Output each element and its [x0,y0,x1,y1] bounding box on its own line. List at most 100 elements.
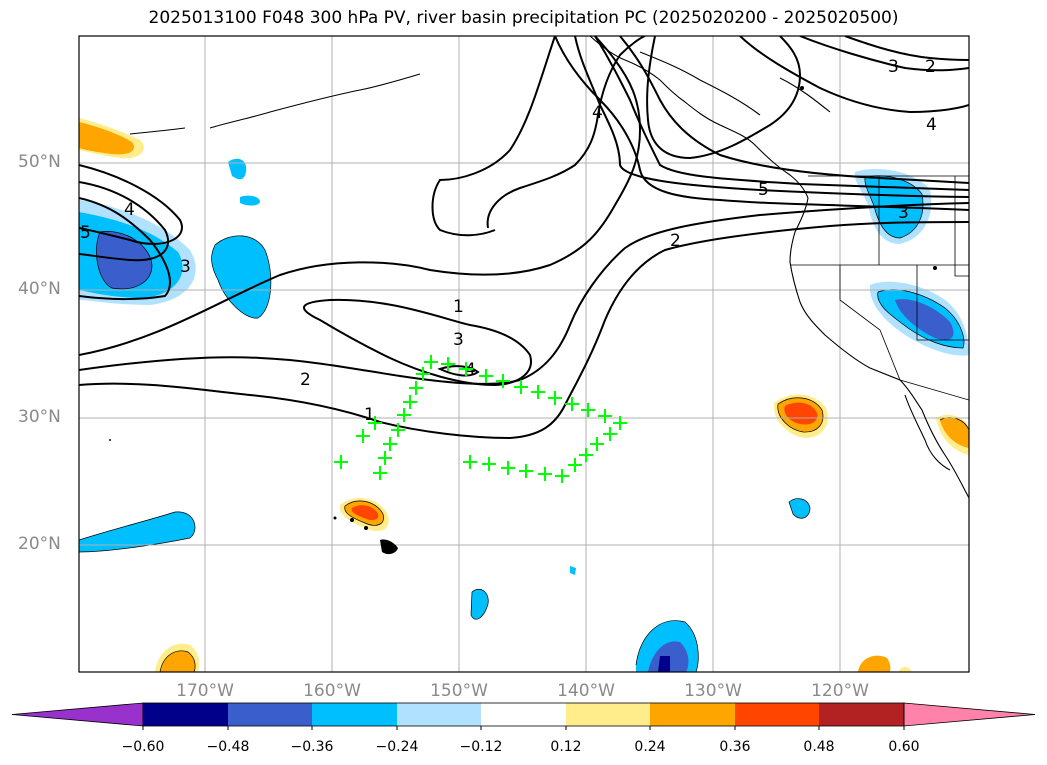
contour-label: 3 [453,330,464,350]
basin-plus-marker [391,423,405,437]
basin-plus-marker [548,391,562,405]
colorbar-swatch [650,703,735,726]
basin-plus-marker [565,397,579,411]
basin-plus-marker [383,437,397,451]
precip-negative-patch [471,589,489,620]
colorbar-tick: 0.12 [550,739,582,755]
basin-plus-marker [603,427,617,441]
precip-negative-patch [79,511,195,552]
basin-plus-marker [514,380,528,394]
basin-plus-marker [356,429,370,443]
colorbar-tick: −0.24 [375,739,419,755]
basin-plus-marker [590,437,604,451]
precip-negative-patch [211,235,271,319]
gridlines [79,36,969,672]
precip-positive-patch [784,402,818,425]
colorbar-tick: 0.60 [888,739,920,755]
basin-plus-marker [416,367,430,381]
contour-label: 1 [453,297,464,317]
basin-plus-marker [519,464,533,478]
contour-label: 2 [670,231,681,251]
lon-label: 160°W [303,681,361,701]
precip-positive-patch [858,655,891,672]
colorbar-extend-low [11,702,144,727]
contour-label: 4 [124,200,135,220]
contour-label: 4 [592,103,603,123]
contour-labels: 4 3 5 1 3 4 2 1 4 5 2 3 2 4 3 [80,57,937,425]
precip-negative-patch [228,158,247,180]
lon-label: 140°W [557,681,615,701]
precip-negative-patch [658,656,670,672]
contour-label: 5 [758,180,769,200]
precip-positive-patch [79,122,134,155]
basin-plus-marker [568,458,582,472]
contour-label: 2 [925,57,936,77]
lon-label: 130°W [684,681,742,701]
contour-label: 2 [300,370,311,390]
colorbar-frame [142,702,905,727]
basin-plus-marker [334,455,348,469]
basin-plus-marker [531,385,545,399]
basin-plus-marker [555,469,569,483]
lat-label: 40°N [18,279,61,299]
basin-plus-marker [459,362,473,376]
contour-label: 3 [180,257,191,277]
basin-plus-marker [403,395,417,409]
colorbar-swatch [481,703,566,726]
colorbar-tick: −0.12 [459,739,503,755]
map-title: 2025013100 F048 300 hPa PV, river basin … [148,8,899,28]
colorbar-tick: −0.36 [290,739,334,755]
colorbar-tick: 0.36 [719,739,751,755]
basin-markers [334,355,627,483]
precip-positive-patch [898,666,912,672]
basin-plus-marker [441,357,455,371]
lon-label: 150°W [430,681,488,701]
precip-negative-patch [570,566,576,575]
lat-label: 30°N [18,407,61,427]
colorbar-extend-high [903,702,1036,727]
precip-positive-patch [160,650,196,672]
contour-label: 3 [888,57,899,77]
lat-label: 50°N [18,152,61,172]
contour-label: 4 [926,115,937,135]
precip-outlines [79,175,969,672]
colorbar-swatch [312,703,397,726]
colorbar-tick: 0.48 [803,739,835,755]
colorbar-swatch [397,703,481,726]
basin-plus-marker [424,355,438,369]
basin-plus-marker [368,416,382,430]
lon-label: 170°W [176,681,234,701]
basin-plus-marker [409,381,423,395]
precip-positive-patch [351,505,379,521]
basin-plus-marker [496,374,510,388]
colorbar-tick: −0.60 [121,739,165,755]
colorbar-swatch [819,703,904,726]
coastlines [129,36,969,499]
basin-plus-marker [463,455,477,469]
islands [109,86,937,555]
basin-plus-marker [373,466,387,480]
basin-plus-marker [501,461,515,475]
pv-contours [79,36,969,440]
basin-plus-marker [482,457,496,471]
precip-negative-patch [789,498,810,519]
colorbar-swatch [735,703,819,726]
basin-plus-marker [479,369,493,383]
lon-label: 120°W [811,681,869,701]
contour-label: 1 [364,405,375,425]
map-frame [78,35,970,673]
basin-plus-marker [378,451,392,465]
lat-label: 20°N [18,534,61,554]
basin-plus-marker [397,408,411,422]
colorbar [11,702,1036,730]
basin-plus-marker [598,409,612,423]
precip-negative-patch [895,299,954,341]
colorbar-swatch [228,703,312,726]
contour-label: 3 [898,203,909,223]
colorbar-swatch [566,703,650,726]
colorbar-tick: −0.48 [206,739,250,755]
basin-plus-marker [581,403,595,417]
colorbar-tick: 0.24 [634,739,666,755]
basin-plus-marker [538,467,552,481]
